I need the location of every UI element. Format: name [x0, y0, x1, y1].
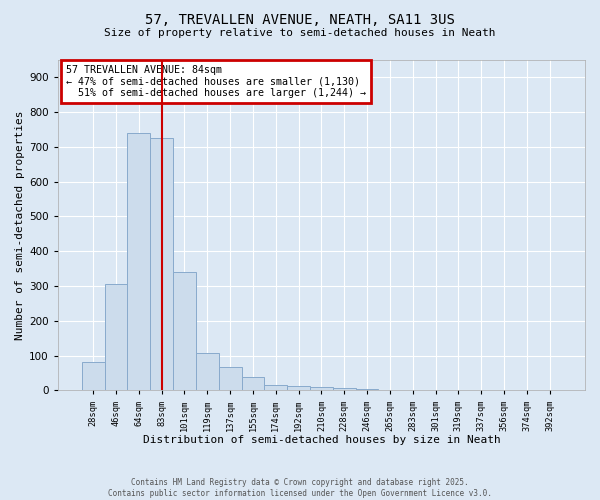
- Text: 57 TREVALLEN AVENUE: 84sqm
← 47% of semi-detached houses are smaller (1,130)
  5: 57 TREVALLEN AVENUE: 84sqm ← 47% of semi…: [66, 65, 366, 98]
- X-axis label: Distribution of semi-detached houses by size in Neath: Distribution of semi-detached houses by …: [143, 435, 500, 445]
- Text: Size of property relative to semi-detached houses in Neath: Size of property relative to semi-detach…: [104, 28, 496, 38]
- Bar: [104, 284, 127, 391]
- Bar: [219, 366, 242, 390]
- Bar: [150, 138, 173, 390]
- Bar: [310, 387, 333, 390]
- Bar: [242, 377, 265, 390]
- Bar: [196, 353, 219, 391]
- Bar: [333, 388, 356, 390]
- Text: Contains HM Land Registry data © Crown copyright and database right 2025.
Contai: Contains HM Land Registry data © Crown c…: [108, 478, 492, 498]
- Bar: [287, 386, 310, 390]
- Bar: [356, 388, 379, 390]
- Bar: [82, 362, 104, 390]
- Bar: [265, 386, 287, 390]
- Text: 57, TREVALLEN AVENUE, NEATH, SA11 3US: 57, TREVALLEN AVENUE, NEATH, SA11 3US: [145, 12, 455, 26]
- Bar: [127, 133, 150, 390]
- Bar: [173, 272, 196, 390]
- Y-axis label: Number of semi-detached properties: Number of semi-detached properties: [15, 110, 25, 340]
